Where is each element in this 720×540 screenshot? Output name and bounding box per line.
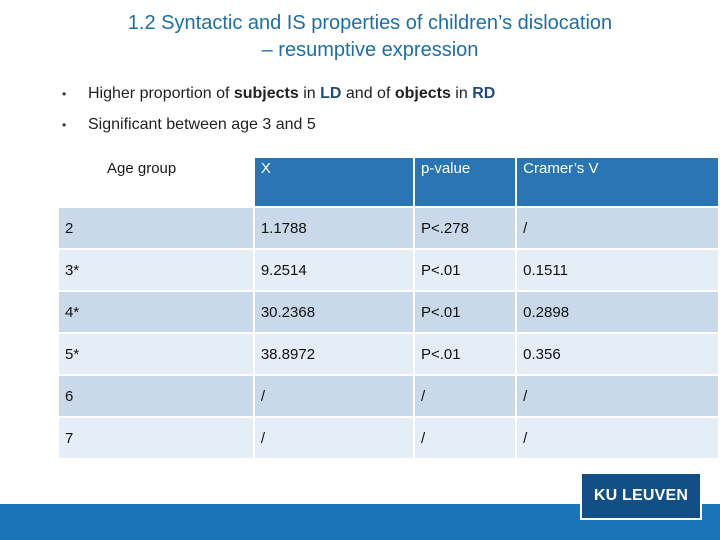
cell-p-value: P<.01 [414, 250, 516, 290]
cell-age: 2 [59, 208, 253, 248]
bullet-item-significance: • Significant between age 3 and 5 [62, 111, 495, 139]
table-row: 3* 9.2514 P<.01 0.1511 [59, 250, 718, 290]
ku-leuven-logo: KU LEUVEN [582, 474, 700, 518]
results-table: Age group X p-value Cramer’s V 2 1.1788 … [57, 156, 720, 460]
cell-x: / [254, 376, 413, 416]
table-header-row: Age group X p-value Cramer’s V [59, 158, 718, 206]
cell-x: 9.2514 [254, 250, 413, 290]
cell-x: / [254, 418, 413, 458]
bullet-item-proportion: • Higher proportion of subjects in LD an… [62, 80, 495, 108]
table-row: 7 / / / [59, 418, 718, 458]
cell-p-value: / [414, 418, 516, 458]
cell-age: 3* [59, 250, 253, 290]
cell-cramers-v: / [517, 418, 718, 458]
bullet-text-significance: Significant between age 3 and 5 [88, 116, 316, 133]
bullet-text-proportion: Higher proportion of subjects in LD and … [88, 85, 496, 102]
table-row: 6 / / / [59, 376, 718, 416]
cell-age: 4* [59, 292, 253, 332]
cell-x: 38.8972 [254, 334, 413, 374]
header-age-group: Age group [107, 160, 177, 177]
slide-title-line-1: 1.2 Syntactic and IS properties of child… [127, 12, 613, 34]
cell-cramers-v: 0.1511 [517, 250, 718, 290]
cell-p-value: / [414, 376, 516, 416]
table-row: 5* 38.8972 P<.01 0.356 [59, 334, 718, 374]
table-row: 4* 30.2368 P<.01 0.2898 [59, 292, 718, 332]
header-x: X [254, 158, 413, 206]
bullet-dot-icon: • [62, 87, 67, 101]
header-p-value: p-value [414, 158, 516, 206]
cell-x: 1.1788 [254, 208, 413, 248]
cell-age: 7 [59, 418, 253, 458]
cell-p-value: P<.01 [414, 292, 516, 332]
cell-age: 5* [59, 334, 253, 374]
cell-cramers-v: / [517, 208, 718, 248]
header-cramers-v: Cramer’s V [517, 158, 718, 206]
slide-title: 1.2 Syntactic and IS properties of child… [60, 10, 680, 64]
cell-cramers-v: / [517, 376, 718, 416]
bullet-dot-icon: • [62, 118, 67, 132]
cell-x: 30.2368 [254, 292, 413, 332]
cell-cramers-v: 0.356 [517, 334, 718, 374]
table-row: 2 1.1788 P<.278 / [59, 208, 718, 248]
cell-age: 6 [59, 376, 253, 416]
cell-cramers-v: 0.2898 [517, 292, 718, 332]
cell-p-value: P<.01 [414, 334, 516, 374]
cell-p-value: P<.278 [414, 208, 516, 248]
bullet-list: • Higher proportion of subjects in LD an… [62, 80, 495, 142]
slide-title-line-2: – resumptive expression [261, 39, 479, 61]
